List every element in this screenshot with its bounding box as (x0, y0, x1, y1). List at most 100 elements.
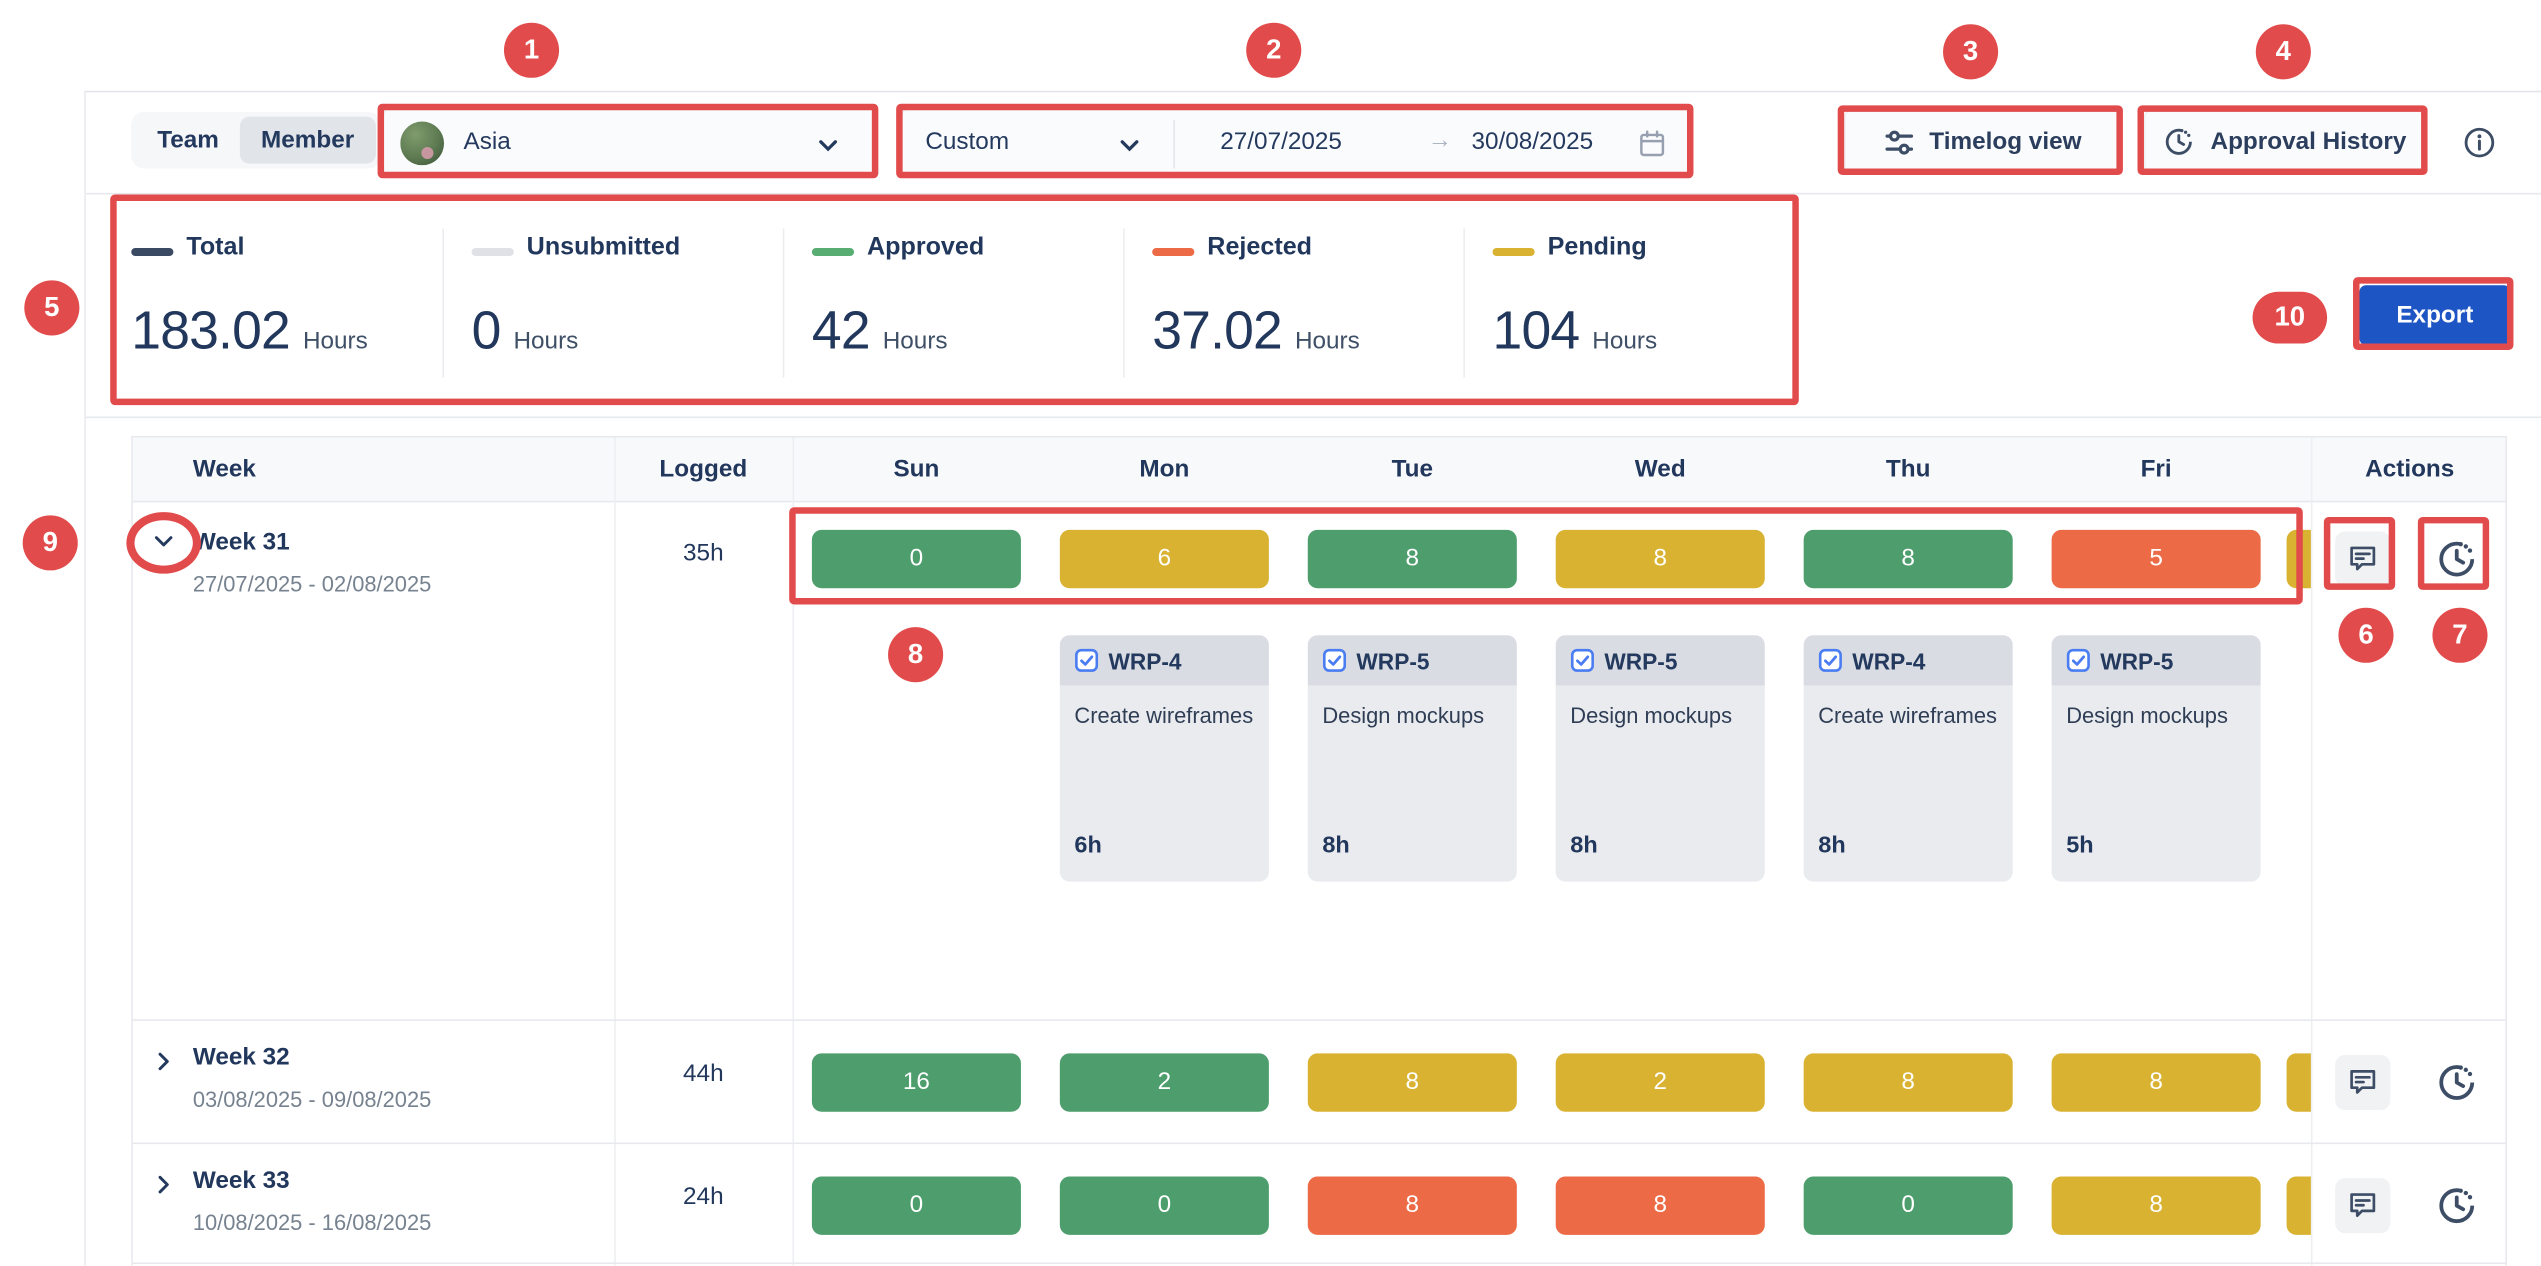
comment-action-button[interactable] (2335, 1178, 2391, 1234)
day-cell-tue[interactable]: 8 (1307, 529, 1517, 589)
toggle-team[interactable]: Team (157, 126, 219, 154)
stat-unit: Hours (302, 327, 368, 355)
collapse-week-chevron[interactable] (146, 525, 182, 561)
time-history-action-button[interactable] (2431, 1057, 2483, 1109)
task-card[interactable]: WRP-5 Design mockups 5h (2051, 635, 2261, 882)
day-cell-tue[interactable]: 8 (1307, 1053, 1517, 1112)
avatar (400, 121, 445, 166)
period-select-value[interactable]: Custom (925, 128, 1010, 156)
week-name: Week 31 (192, 528, 290, 556)
stat-label: Pending (1547, 233, 1647, 261)
stat-label: Total (186, 233, 245, 261)
timelog-view-button[interactable]: Timelog view (1844, 110, 2120, 174)
col-header-logged: Logged (659, 455, 748, 483)
arrow-right-icon: → (1427, 126, 1453, 154)
legend-dash (811, 247, 855, 257)
day-cell-fri[interactable]: 8 (2051, 1053, 2261, 1112)
date-to-input[interactable]: 30/08/2025 (1471, 128, 1594, 156)
day-cell-mon[interactable]: 6 (1059, 529, 1269, 589)
day-cell-sat-partial[interactable] (2286, 529, 2311, 589)
legend-dash (1492, 247, 1535, 257)
history-clock-icon (2165, 128, 2192, 155)
timelog-view-label: Timelog view (1929, 128, 2082, 156)
task-id: WRP-5 (2100, 647, 2174, 674)
toggle-member[interactable]: Member (239, 116, 376, 164)
history-clock-icon (2439, 1065, 2475, 1100)
week-row-31: Week 31 27/07/2025 - 02/08/2025 35h 0 6 … (132, 502, 2506, 1021)
time-history-action-button[interactable] (2431, 533, 2483, 585)
task-title: Design mockups (1570, 703, 1733, 728)
day-cell-mon[interactable]: 2 (1059, 1053, 1269, 1112)
week-name: Week 32 (192, 1043, 290, 1072)
day-cell-tue[interactable]: 8 (1307, 1176, 1517, 1235)
col-header-sun: Sun (893, 455, 940, 483)
task-checkbox-icon (1818, 648, 1842, 672)
stat-label: Approved (866, 233, 985, 261)
task-card[interactable]: WRP-4 Create wireframes 6h (1059, 635, 1269, 882)
day-cell-sat-partial[interactable] (2286, 1053, 2311, 1112)
sliders-icon (1884, 129, 1913, 154)
task-checkbox-icon (2066, 648, 2090, 672)
time-history-action-button[interactable] (2431, 1180, 2483, 1232)
task-title: Create wireframes (1818, 703, 1997, 728)
annotation-marker-5: 5 (24, 280, 80, 336)
annotation-marker-1: 1 (503, 22, 560, 78)
task-card[interactable]: WRP-5 Design mockups 8h (1555, 635, 1765, 882)
task-hours: 5h (2066, 832, 2094, 859)
divider (1463, 228, 1465, 378)
comment-icon (2350, 1193, 2376, 1217)
divider (1173, 119, 1175, 169)
task-card[interactable]: WRP-4 Create wireframes 8h (1803, 635, 2013, 882)
day-cell-sun[interactable]: 16 (811, 1053, 1021, 1112)
week-range: 27/07/2025 - 02/08/2025 (192, 572, 432, 597)
table-header: Week Logged Sun Mon Tue Wed Thu Fri Acti… (132, 437, 2506, 503)
task-title: Design mockups (2066, 703, 2228, 728)
col-header-thu: Thu (1885, 455, 1931, 483)
day-cell-thu[interactable]: 8 (1803, 1053, 2013, 1112)
day-cell-fri[interactable]: 5 (2051, 529, 2261, 589)
task-title: Design mockups (1322, 703, 1485, 728)
expand-week-chevron[interactable] (146, 1045, 182, 1081)
task-hours: 8h (1818, 832, 1846, 859)
chevron-down-icon[interactable] (1120, 139, 1139, 152)
comment-action-button[interactable] (2335, 531, 2391, 587)
day-cell-sun[interactable]: 0 (811, 529, 1021, 589)
task-title: Create wireframes (1074, 703, 1254, 728)
day-cell-wed[interactable]: 8 (1555, 1176, 1765, 1235)
date-from-input[interactable]: 27/07/2025 (1220, 128, 1342, 156)
stat-value: 37.02 (1152, 299, 1283, 360)
info-icon[interactable] (2462, 125, 2498, 161)
week-row-33: Week 33 10/08/2025 - 16/08/2025 24h 0 0 … (132, 1144, 2506, 1265)
chevron-down-icon (819, 140, 838, 152)
column-divider (614, 437, 616, 1266)
week-range: 03/08/2025 - 09/08/2025 (192, 1087, 432, 1112)
export-button[interactable]: Export (2359, 285, 2511, 346)
expand-week-chevron[interactable] (146, 1168, 182, 1204)
comment-action-button[interactable] (2335, 1054, 2391, 1111)
task-checkbox-icon (1323, 648, 1347, 672)
calendar-icon[interactable] (1637, 128, 1668, 159)
day-cell-thu[interactable]: 0 (1803, 1176, 2013, 1235)
day-cell-wed[interactable]: 8 (1555, 529, 1765, 589)
team-member-toggle: Team Member (131, 111, 381, 169)
day-cell-fri[interactable]: 8 (2051, 1176, 2261, 1235)
day-cell-sun[interactable]: 0 (811, 1176, 1021, 1235)
col-header-mon: Mon (1139, 455, 1190, 483)
day-cell-mon[interactable]: 0 (1059, 1176, 1269, 1235)
col-header-actions: Actions (2365, 455, 2455, 483)
task-hours: 6h (1074, 832, 1102, 859)
task-card[interactable]: WRP-5 Design mockups 8h (1307, 635, 1517, 882)
day-cell-thu[interactable]: 8 (1803, 529, 2013, 589)
divider (1123, 228, 1125, 378)
column-divider (792, 437, 795, 1266)
timesheet-table: Week Logged Sun Mon Tue Wed Thu Fri Acti… (131, 435, 2507, 1266)
day-cell-sat-partial[interactable] (2286, 1176, 2311, 1235)
week-name: Week 33 (192, 1166, 290, 1195)
date-range-control: Custom 27/07/2025 → 30/08/2025 (901, 108, 1692, 177)
approval-history-button[interactable]: Approval History (2143, 110, 2425, 174)
task-hours: 8h (1322, 832, 1350, 859)
day-cell-wed[interactable]: 2 (1555, 1053, 1765, 1112)
member-select[interactable]: Asia (382, 108, 877, 177)
legend-dash (471, 247, 514, 257)
summary-bar: Total 183.02 Hours Unsubmitted 0 Hours App… (85, 193, 2541, 419)
